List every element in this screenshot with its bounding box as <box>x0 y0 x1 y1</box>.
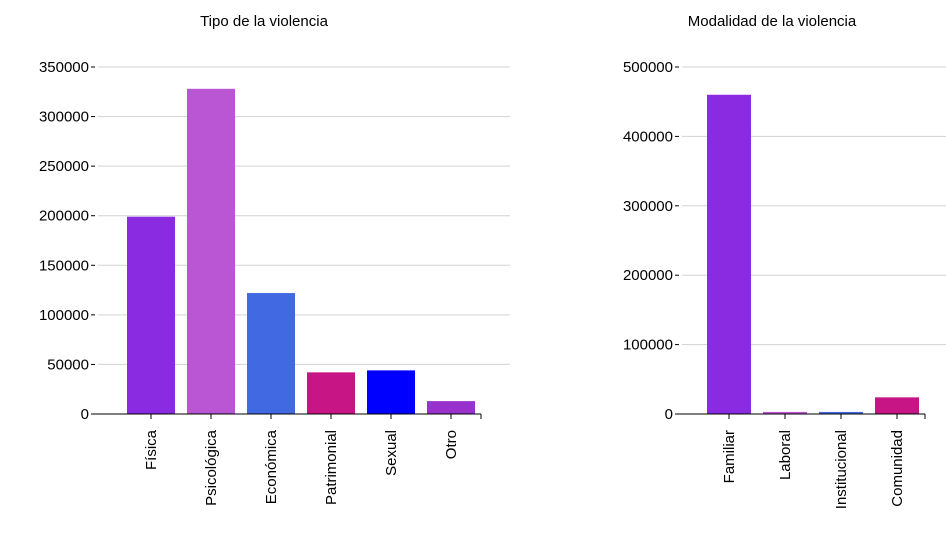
y-tick-label: 350000 <box>39 59 89 76</box>
bar-física <box>127 216 175 414</box>
y-tick-label: 100000 <box>623 337 673 354</box>
bar-comunidad <box>875 397 919 414</box>
y-tick-label: 0 <box>81 406 89 423</box>
bar-patrimonial <box>307 372 355 414</box>
y-tick-label: 250000 <box>39 158 89 175</box>
y-tick-label: 100000 <box>39 307 89 324</box>
x-category-label: Económica <box>263 429 280 504</box>
y-tick-label: 0 <box>665 406 673 423</box>
chart-title: Modalidad de la violencia <box>688 13 857 30</box>
x-category-label: Física <box>143 429 160 470</box>
bar-psicológica <box>187 88 235 414</box>
bar-institucional <box>819 411 863 414</box>
y-tick-label: 150000 <box>39 257 89 274</box>
y-tick-label: 500000 <box>623 59 673 76</box>
x-category-label: Sexual <box>383 430 400 476</box>
bar-familiar <box>707 94 751 414</box>
y-tick-label: 300000 <box>39 109 89 126</box>
x-category-label: Patrimonial <box>323 430 340 505</box>
bar-laboral <box>763 411 807 414</box>
y-tick-label: 200000 <box>39 208 89 225</box>
chart-1: Tipo de la violencia 0 50000 100000 150000 20… <box>39 13 510 506</box>
x-category-label: Laboral <box>777 430 794 480</box>
x-category-label: Otro <box>443 430 460 459</box>
y-tick-label: 200000 <box>623 267 673 284</box>
bar-sexual <box>367 370 415 414</box>
x-category-label: Institucional <box>833 430 850 509</box>
bar-económica <box>247 293 295 414</box>
chart-title: Tipo de la violencia <box>200 13 329 30</box>
x-category-label: Familiar <box>721 430 738 483</box>
bar-otro <box>427 401 475 414</box>
y-tick-label: 400000 <box>623 128 673 145</box>
y-tick-label: 50000 <box>47 356 89 373</box>
x-category-label: Psicológica <box>203 429 220 506</box>
x-category-label: Comunidad <box>889 430 906 507</box>
y-tick-label: 300000 <box>623 198 673 215</box>
chart-2: Modalidad de la violencia 0 100000 200000 30… <box>623 13 946 509</box>
